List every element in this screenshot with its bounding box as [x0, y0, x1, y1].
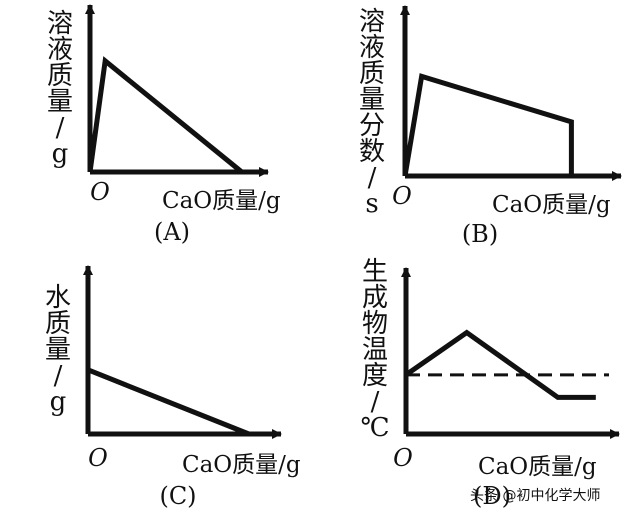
- series-line: [87, 56, 244, 174]
- chart-panel-d: 生成物温度/℃ CaO质量/g O (D): [360, 257, 620, 510]
- origin-label: O: [392, 182, 412, 210]
- origin-label: O: [88, 444, 108, 472]
- origin-label: O: [393, 444, 413, 472]
- y-axis-label: 溶液质量/g: [47, 9, 73, 169]
- panel-caption: (C): [159, 482, 196, 510]
- y-axis-label: 水质量/g: [45, 283, 71, 417]
- x-axis-label: CaO质量/g: [478, 454, 597, 480]
- chart-panel-b: 溶液质量分数/s CaO质量/g O (B): [359, 5, 622, 248]
- y-axis-label: 生成物温度/℃: [360, 257, 389, 443]
- chart-panel-c: 水质量/g CaO质量/g O (C): [45, 265, 301, 510]
- series-line: [87, 367, 250, 437]
- origin-label: O: [90, 178, 110, 206]
- x-axis-label: CaO质量/g: [182, 452, 301, 478]
- series-line: [402, 73, 574, 177]
- chart-panel-a: 溶液质量/g CaO质量/g O (A): [47, 4, 281, 246]
- watermark: 头条 @初中化学大师: [470, 487, 600, 504]
- panel-caption: (A): [154, 218, 190, 246]
- panel-caption: (D): [473, 482, 511, 510]
- y-axis-label: 溶液质量分数/s: [359, 7, 385, 219]
- x-axis-label: CaO质量/g: [492, 192, 611, 218]
- series-line: [404, 329, 596, 400]
- x-axis-label: CaO质量/g: [162, 188, 281, 214]
- panel-caption: (B): [462, 220, 498, 248]
